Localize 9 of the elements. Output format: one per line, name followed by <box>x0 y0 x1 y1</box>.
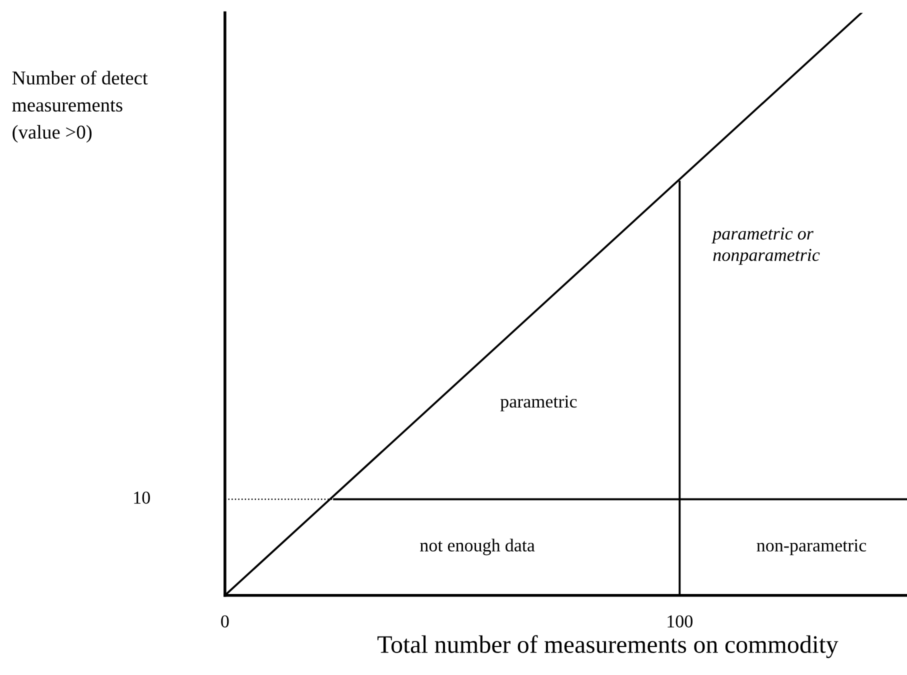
x-axis-title: Total number of measurements on commodity <box>377 635 838 658</box>
annotation: parametric <box>500 396 577 412</box>
annotation: parametric or nonparametric <box>712 228 820 265</box>
annotation: non-parametric <box>756 539 866 556</box>
text: 10 <box>134 492 150 504</box>
x-tick-label: 100 <box>668 615 692 628</box>
y-axis-title: Number of detect measurements (value >0) <box>12 70 148 143</box>
annotation: not enough data <box>420 538 535 556</box>
x-tick-label: 0 <box>221 615 229 628</box>
